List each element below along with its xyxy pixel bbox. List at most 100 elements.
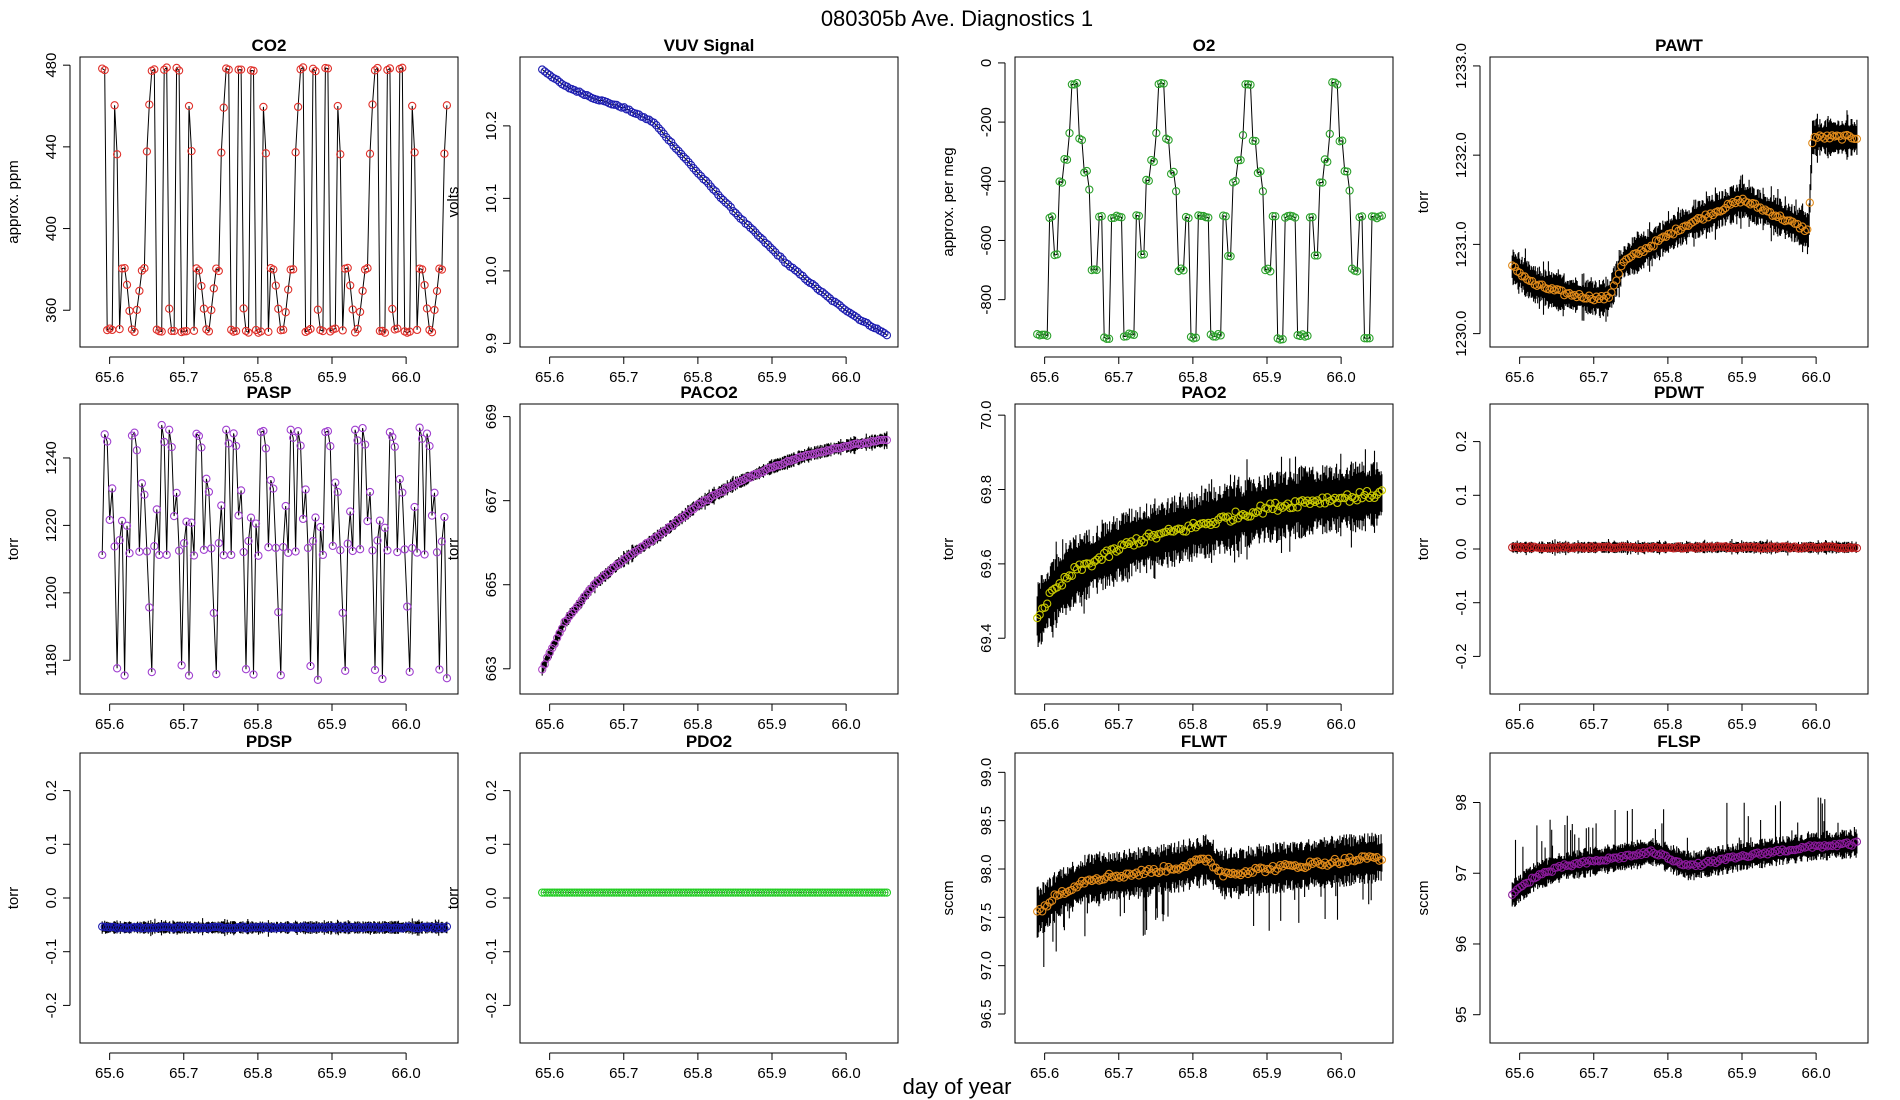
data-point: [1216, 331, 1225, 340]
data-point: [442, 101, 452, 110]
data-point: [110, 542, 119, 551]
data-point: [833, 444, 842, 453]
data-point: [1231, 176, 1240, 186]
data-point: [538, 665, 547, 674]
data-point: [1248, 136, 1258, 145]
data-point: [1082, 166, 1091, 176]
data-point: [1654, 236, 1663, 246]
data-point: [1072, 883, 1082, 892]
data-point: [355, 545, 365, 554]
data-trace: [101, 424, 448, 680]
data-point: [1592, 292, 1601, 301]
data-point: [1701, 858, 1710, 867]
data-point: [1298, 496, 1307, 505]
data-point: [162, 550, 171, 559]
y-tick-label: 360: [43, 298, 60, 323]
data-point: [1100, 548, 1109, 558]
data-point: [1783, 216, 1792, 225]
data-point: [147, 667, 156, 677]
data-point: [410, 148, 419, 157]
y-tick-label: 10.2: [483, 111, 500, 140]
data-point: [365, 149, 375, 158]
data-point: [192, 264, 201, 273]
y-axis-label: volts: [445, 187, 462, 218]
data-point: [1132, 534, 1141, 543]
data-point: [748, 225, 758, 234]
data-point: [214, 538, 223, 548]
data-point: [1852, 543, 1862, 553]
data-point: [1176, 863, 1186, 873]
plot-area: [538, 888, 892, 897]
data-point: [724, 200, 733, 209]
y-tick-label: -400: [978, 166, 995, 196]
x-tick-label: 65.8: [243, 369, 272, 386]
data-point: [145, 603, 154, 612]
data-point: [1535, 870, 1544, 879]
x-tick-label: 65.9: [757, 716, 786, 733]
data-point: [1694, 214, 1703, 223]
data-point: [333, 487, 342, 497]
data-point: [1614, 854, 1624, 863]
data-point: [420, 280, 429, 290]
data-point: [440, 512, 449, 522]
data-point: [140, 264, 149, 273]
data-point: [1067, 571, 1077, 580]
data-point: [1164, 135, 1173, 145]
data-point: [1241, 80, 1250, 89]
data-point: [1852, 837, 1862, 846]
y-tick-label: 69.8: [978, 475, 995, 504]
data-point: [1256, 501, 1265, 510]
plot-frame: [79, 752, 459, 1044]
data-point: [420, 550, 429, 559]
chart-panel-vuv: VUV Signal volts 65.6 65.7 65.8 65.9 66.0 9.9 10…: [445, 36, 899, 386]
plot-area: [98, 420, 452, 684]
y-tick-label: 70.0: [978, 401, 995, 430]
data-point: [1174, 266, 1183, 276]
data-point: [704, 495, 713, 504]
data-point: [761, 238, 770, 248]
data-point: [160, 65, 169, 74]
data-point: [1713, 207, 1723, 216]
data-point: [1637, 246, 1646, 255]
data-point: [552, 633, 562, 643]
data-point: [1104, 334, 1114, 343]
chart-panel-pdo2: PDO2 torr 65.6 65.7 65.8 65.9 66.0 -0.2 -0.1 0.0 0…: [445, 732, 899, 1082]
data-point: [338, 608, 347, 618]
data-point: [1179, 266, 1188, 275]
x-tick-label: 65.6: [535, 716, 564, 733]
x-tick-label: 65.9: [1727, 716, 1756, 733]
data-point: [289, 433, 298, 442]
data-point: [1726, 200, 1735, 209]
y-tick-label: 98: [1453, 794, 1470, 811]
data-point: [189, 551, 199, 560]
data-point: [254, 551, 263, 560]
y-axis-label: torr: [5, 538, 22, 561]
data-point: [368, 546, 377, 555]
data-point: [279, 325, 288, 334]
data-point: [1052, 250, 1062, 259]
y-tick-label: 96: [1453, 936, 1470, 953]
data-point: [1077, 135, 1087, 145]
data-point: [137, 266, 147, 275]
y-axis-label: approx. per meg: [940, 147, 957, 256]
data-point: [1671, 224, 1681, 233]
data-point: [98, 550, 107, 560]
chart-panel-flwt: FLWT sccm 65.6 65.7 65.8 65.9 66.0 96.5 97.0 97.5…: [940, 732, 1394, 1082]
x-tick-label: 66.0: [392, 369, 421, 386]
data-point: [1525, 878, 1534, 887]
data-point: [674, 515, 683, 524]
data-point: [1142, 866, 1151, 876]
data-point: [681, 510, 691, 520]
data-point: [435, 665, 444, 674]
data-point: [1271, 866, 1280, 876]
data-point: [1124, 539, 1134, 549]
data-point: [348, 546, 357, 556]
data-point: [1338, 859, 1347, 868]
data-point: [179, 539, 189, 548]
data-point: [1184, 213, 1193, 223]
x-tick-label: 66.0: [1327, 716, 1356, 733]
data-point: [1129, 330, 1139, 340]
data-point: [249, 670, 258, 679]
data-point: [716, 193, 725, 203]
data-point: [236, 486, 246, 495]
